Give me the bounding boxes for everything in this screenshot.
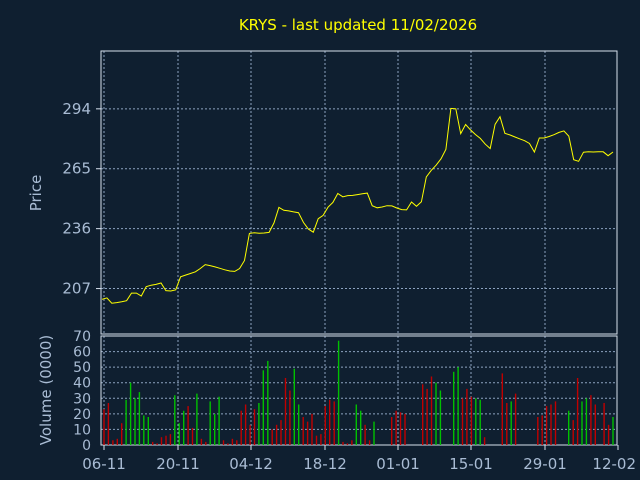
volume-grid [101, 336, 617, 445]
price-axis: 207 236 265 294 [62, 100, 101, 298]
chart-title: KRYS - last updated 11/02/2026 [239, 16, 477, 34]
volume-panel-frame [100, 335, 618, 446]
price-line [101, 107, 614, 304]
date-tick-label: 20-11 [156, 455, 200, 473]
date-tick-label: 12-02 [592, 455, 636, 473]
price-tick-label: 207 [62, 280, 91, 298]
price-grid [101, 51, 617, 334]
date-tick-label: 04-12 [229, 455, 273, 473]
volume-tick-label: 60 [73, 345, 91, 361]
price-panel-frame [100, 50, 618, 335]
date-tick-label: 01-01 [376, 455, 420, 473]
date-tick-label: 29-01 [523, 455, 567, 473]
volume-axis-label: Volume (0000) [37, 335, 55, 445]
volume-tick-label: 30 [73, 391, 91, 407]
price-tick-label: 236 [62, 220, 91, 238]
volume-tick-label: 10 [73, 422, 91, 438]
date-axis: 06-11 20-11 04-12 18-12 01-01 15-01 29-01 12-02 [82, 445, 636, 473]
volume-tick-label: 50 [73, 360, 91, 376]
volume-tick-label: 40 [73, 376, 91, 392]
date-tick-label: 06-11 [82, 455, 126, 473]
price-axis-label: Price [27, 175, 45, 212]
date-tick-label: 15-01 [449, 455, 493, 473]
volume-tick-label: 70 [73, 329, 91, 345]
date-tick-label: 18-12 [303, 455, 347, 473]
volume-bars [103, 340, 614, 445]
volume-tick-label: 0 [82, 438, 91, 454]
price-tick-label: 265 [62, 160, 91, 178]
volume-tick-label: 20 [73, 407, 91, 423]
price-line-layer [101, 107, 614, 304]
price-tick-label: 294 [62, 100, 91, 118]
